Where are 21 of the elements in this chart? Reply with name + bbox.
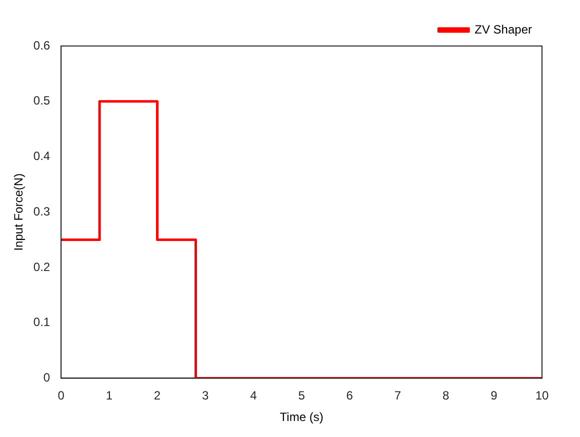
y-tick-label: 0.4: [33, 149, 50, 164]
y-tick-label: 0.1: [33, 315, 50, 330]
x-tick-label: 4: [250, 388, 258, 403]
x-tick-label: 0: [58, 388, 65, 403]
x-tick-label: 7: [394, 388, 402, 403]
x-tick-label: 2: [154, 388, 161, 403]
legend-label: ZV Shaper: [474, 22, 532, 36]
x-tick-label: 3: [202, 388, 210, 403]
x-tick-label: 9: [490, 388, 498, 403]
y-tick-label: 0.2: [33, 260, 50, 274]
y-axis-title: Input Force(N): [12, 173, 26, 251]
y-tick-label: 0.3: [33, 204, 50, 218]
x-axis-title: Time (s): [280, 410, 324, 424]
x-tick-label: 1: [106, 388, 113, 403]
x-tick-label: 6: [346, 388, 354, 403]
y-tick-label: 0.6: [33, 38, 50, 52]
y-tick-label: 0.5: [33, 94, 50, 108]
x-tick-label: 8: [442, 388, 450, 403]
y-tick-label: 0: [43, 370, 50, 385]
x-tick-label: 5: [298, 388, 306, 403]
x-tick-label: 10: [535, 388, 549, 403]
